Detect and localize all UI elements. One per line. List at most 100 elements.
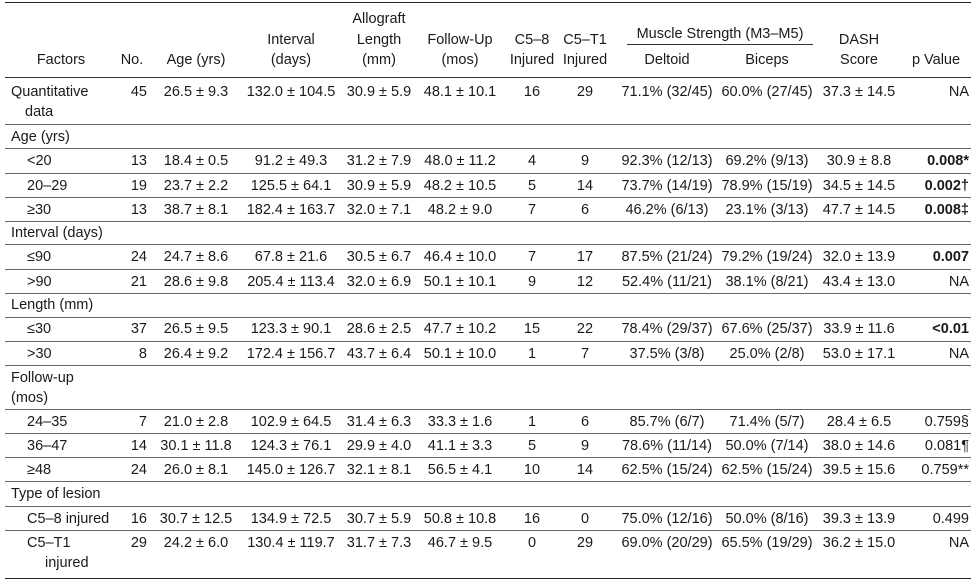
- row-rule: [5, 269, 971, 270]
- cell-age: 24.2 ± 6.0: [163, 535, 229, 551]
- header-allograft-2: Length: [356, 32, 402, 48]
- cell-p: NA: [948, 346, 969, 362]
- row-rule: [5, 124, 971, 125]
- muscle-strength-rule: [627, 44, 813, 45]
- cell-c58: 7: [527, 202, 537, 218]
- cell-allograft: 32.1 ± 8.1: [346, 462, 412, 478]
- row-rule: [5, 409, 971, 410]
- cell-allograft: 31.2 ± 7.9: [346, 153, 412, 169]
- row-factor-label: >90: [27, 274, 52, 290]
- cell-p: 0.002†: [924, 178, 969, 194]
- cell-c5t1: 29: [576, 84, 594, 100]
- cell-interval: 125.5 ± 64.1: [250, 178, 332, 194]
- row-rule: [5, 457, 971, 458]
- cell-c58: 4: [527, 153, 537, 169]
- header-pvalue: p Value: [911, 52, 961, 68]
- cell-c5t1: 12: [576, 274, 594, 290]
- cell-allograft: 32.0 ± 7.1: [346, 202, 412, 218]
- row-factor-label: Quantitative: [11, 84, 89, 100]
- header-c58-1: C5–8: [514, 32, 550, 48]
- cell-biceps: 38.1% (8/21): [725, 274, 809, 290]
- section-label: Interval (days): [11, 223, 103, 243]
- cell-deltoid: 78.6% (11/14): [621, 438, 712, 454]
- cell-deltoid: 78.4% (29/37): [621, 321, 713, 337]
- row-rule: [5, 221, 971, 222]
- cell-p: 0.759§: [924, 414, 969, 430]
- cell-c58: 5: [527, 178, 537, 194]
- header-c58-2: Injured: [509, 52, 555, 68]
- cell-allograft: 43.7 ± 6.4: [346, 346, 412, 362]
- cell-followup: 33.3 ± 1.6: [427, 414, 493, 430]
- cell-age: 38.7 ± 8.1: [163, 202, 229, 218]
- cell-c58: 0: [527, 535, 537, 551]
- cell-c5t1: 29: [576, 535, 594, 551]
- row-rule: [5, 530, 971, 531]
- row-rule: [5, 293, 971, 294]
- section-label: Type of lesion: [11, 484, 101, 504]
- cell-dash: 36.2 ± 15.0: [822, 535, 896, 551]
- section-label: Length (mm): [11, 295, 94, 315]
- cell-biceps: 62.5% (15/24): [721, 462, 813, 478]
- cell-allograft: 30.5 ± 6.7: [346, 249, 412, 265]
- cell-p: 0.008*: [927, 153, 969, 169]
- header-factors: Factors: [36, 52, 86, 68]
- cell-interval: 67.8 ± 21.6: [254, 249, 328, 265]
- cell-c58: 7: [527, 249, 537, 265]
- cell-deltoid: 75.0% (12/16): [621, 511, 713, 527]
- cell-biceps: 69.2% (9/13): [725, 153, 809, 169]
- cell-deltoid: 46.2% (6/13): [625, 202, 709, 218]
- cell-dash: 32.0 ± 13.9: [822, 249, 896, 265]
- header-c5t1-1: C5–T1: [563, 32, 607, 48]
- cell-deltoid: 85.7% (6/7): [629, 414, 705, 430]
- cell-p: 0.499: [932, 511, 969, 527]
- row-rule: [5, 481, 971, 482]
- cell-dash: 43.4 ± 13.0: [822, 274, 896, 290]
- cell-p: 0.008‡: [924, 202, 969, 218]
- cell-allograft: 29.9 ± 4.0: [346, 438, 412, 454]
- cell-dash: 34.5 ± 14.5: [822, 178, 896, 194]
- cell-p: NA: [948, 274, 969, 290]
- cell-biceps: 25.0% (2/8): [729, 346, 805, 362]
- cell-age: 30.1 ± 11.8: [160, 438, 232, 454]
- cell-age: 26.5 ± 9.3: [163, 84, 229, 100]
- cell-c5t1: 7: [580, 346, 590, 362]
- row-factor-label: C5–T1: [27, 535, 71, 551]
- cell-dash: 37.3 ± 14.5: [822, 84, 896, 100]
- row-factor-label: data: [25, 104, 54, 120]
- cell-c5t1: 22: [576, 321, 594, 337]
- cell-p: NA: [948, 84, 969, 100]
- cell-no: 13: [130, 202, 147, 218]
- cell-c58: 15: [523, 321, 541, 337]
- cell-dash: 53.0 ± 17.1: [822, 346, 896, 362]
- row-rule: [5, 433, 971, 434]
- cell-interval: 130.4 ± 119.7: [247, 535, 335, 551]
- cell-age: 26.4 ± 9.2: [163, 346, 229, 362]
- cell-followup: 48.2 ± 10.5: [423, 178, 497, 194]
- cell-c58: 16: [523, 511, 541, 527]
- cell-deltoid: 62.5% (15/24): [621, 462, 713, 478]
- cell-no: 24: [130, 462, 147, 478]
- row-rule: [5, 244, 971, 245]
- cell-interval: 205.4 ± 113.4: [247, 274, 335, 290]
- cell-deltoid: 69.0% (20/29): [621, 535, 713, 551]
- cell-biceps: 78.9% (15/19): [721, 178, 813, 194]
- cell-allograft: 32.0 ± 6.9: [346, 274, 412, 290]
- cell-interval: 134.9 ± 72.5: [250, 511, 332, 527]
- header-followup-1: Follow-Up: [427, 32, 493, 48]
- cell-c58: 10: [523, 462, 541, 478]
- cell-p: NA: [948, 535, 969, 551]
- cell-c58: 1: [527, 414, 537, 430]
- cell-interval: 182.4 ± 163.7: [246, 202, 336, 218]
- cell-interval: 123.3 ± 90.1: [250, 321, 332, 337]
- header-interval-1: Interval: [267, 32, 315, 48]
- cell-dash: 33.9 ± 11.6: [823, 321, 895, 337]
- cell-followup: 46.7 ± 9.5: [427, 535, 493, 551]
- cell-biceps: 79.2% (19/24): [721, 249, 813, 265]
- cell-age: 21.0 ± 2.8: [163, 414, 229, 430]
- cell-deltoid: 71.1% (32/45): [621, 84, 713, 100]
- cell-dash: 39.5 ± 15.6: [822, 462, 896, 478]
- cell-c58: 1: [527, 346, 537, 362]
- cell-no: 21: [130, 274, 147, 290]
- cell-c5t1: 17: [576, 249, 594, 265]
- cell-interval: 91.2 ± 49.3: [254, 153, 328, 169]
